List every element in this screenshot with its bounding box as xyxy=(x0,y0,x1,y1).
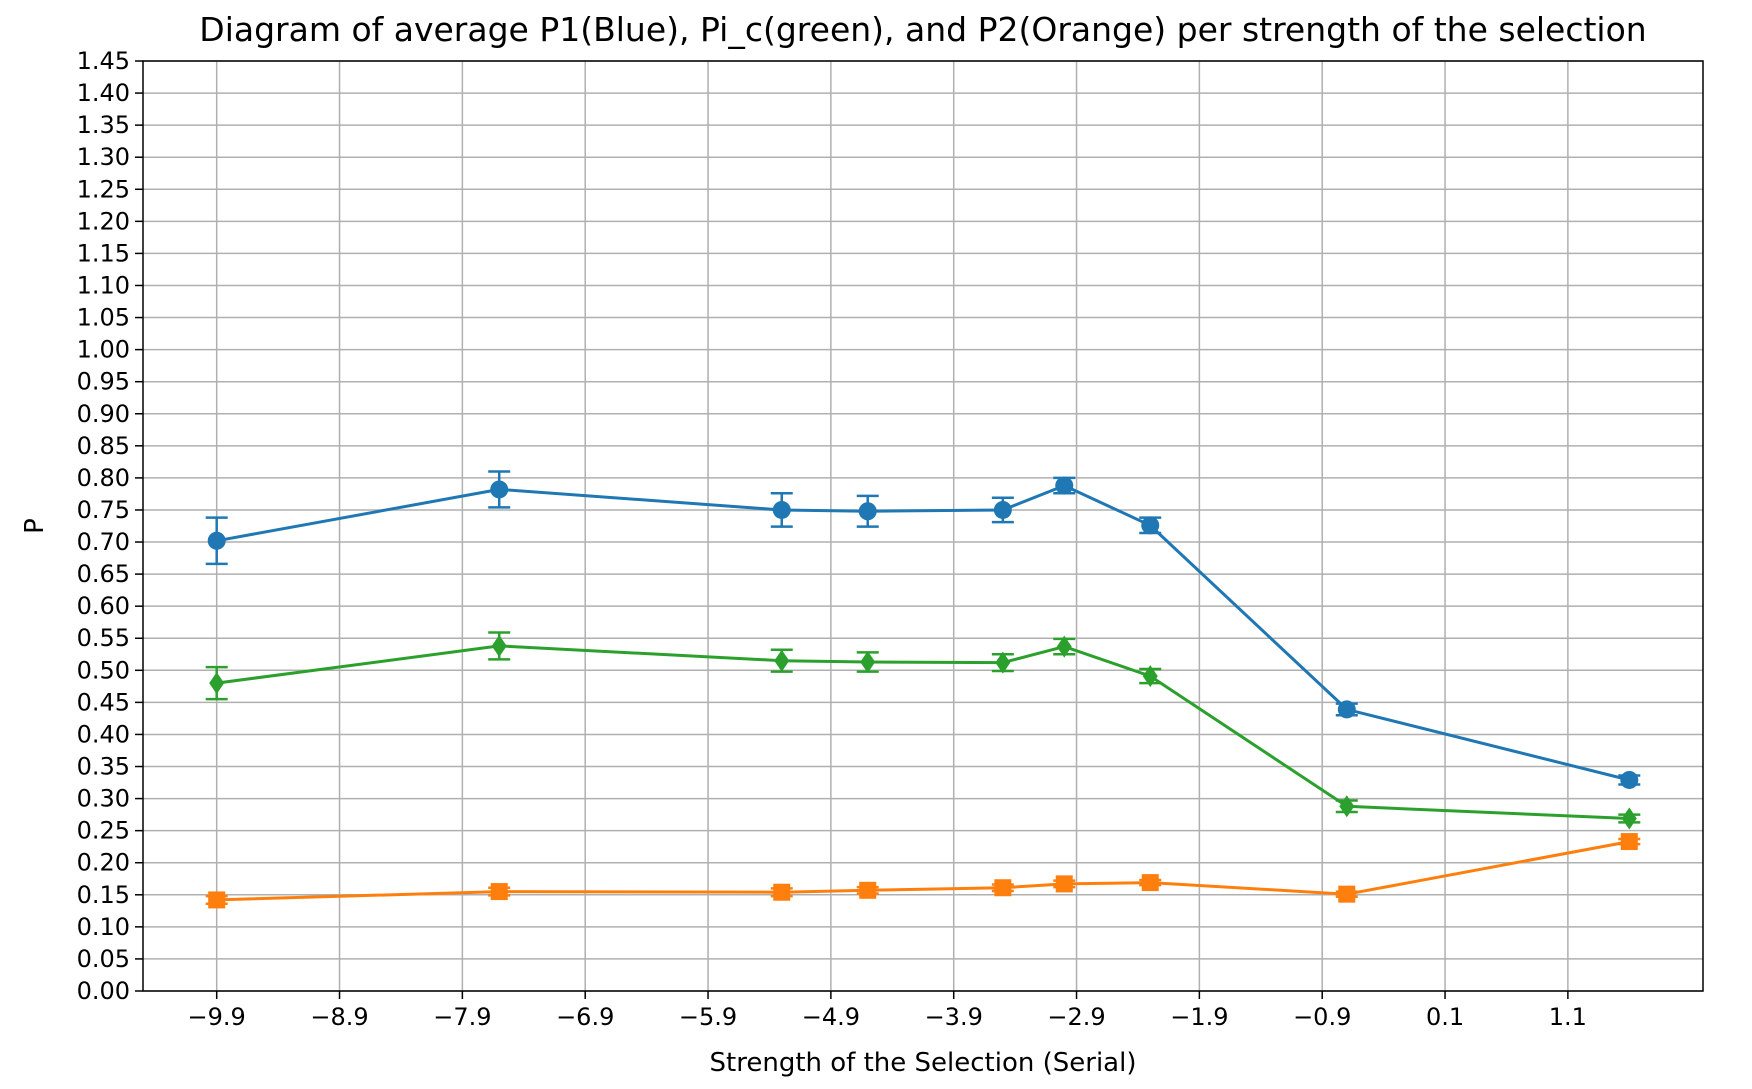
data-point-p2 xyxy=(859,881,877,899)
y-tick-label: 1.25 xyxy=(77,175,130,203)
x-tick-label: −2.9 xyxy=(1047,1003,1105,1031)
data-point-pi_c xyxy=(1621,807,1637,830)
x-tick-label: −3.9 xyxy=(925,1003,983,1031)
y-tick-label: 1.30 xyxy=(77,143,130,171)
y-tick-label: 1.10 xyxy=(77,271,130,299)
data-point-p1 xyxy=(207,531,226,550)
y-tick-label: 1.45 xyxy=(77,47,130,75)
x-tick-label: −7.9 xyxy=(433,1003,491,1031)
data-point-p2 xyxy=(1055,875,1073,893)
y-tick-label: 0.55 xyxy=(77,624,130,652)
data-point-p1 xyxy=(993,500,1012,519)
data-point-p2 xyxy=(1620,833,1638,851)
series-p1 xyxy=(205,470,1641,789)
y-tick-label: 1.40 xyxy=(77,79,130,107)
data-point-pi_c xyxy=(995,651,1011,674)
data-point-p1 xyxy=(490,480,509,499)
y-tick-label: 0.60 xyxy=(77,592,130,620)
data-point-p2 xyxy=(1338,885,1356,903)
y-tick-label: 0.95 xyxy=(77,368,130,396)
x-tick-label: −5.9 xyxy=(679,1003,737,1031)
data-point-pi_c xyxy=(209,672,225,695)
y-axis-label: P xyxy=(20,518,50,534)
series-layer xyxy=(205,470,1641,909)
x-tick-label: 0.1 xyxy=(1426,1003,1464,1031)
y-tick-label: 1.20 xyxy=(77,207,130,235)
series-pi_c xyxy=(205,631,1641,830)
data-point-p2 xyxy=(773,883,791,901)
x-axis-label: Strength of the Selection (Serial) xyxy=(710,1048,1137,1078)
y-tick-label: 0.30 xyxy=(77,785,130,813)
y-tick-label: 0.20 xyxy=(77,849,130,877)
x-tick-label: −1.9 xyxy=(1170,1003,1228,1031)
y-tick-label: 0.50 xyxy=(77,656,130,684)
data-point-p1 xyxy=(1337,700,1356,719)
y-tick-label: 0.05 xyxy=(77,945,130,973)
y-tick-label: 0.65 xyxy=(77,560,130,588)
y-tick-label: 1.15 xyxy=(77,239,130,267)
data-point-p1 xyxy=(858,502,877,521)
data-point-pi_c xyxy=(1056,635,1072,658)
data-point-pi_c xyxy=(774,649,790,672)
y-tick-label: 1.35 xyxy=(77,111,130,139)
x-tick-label: −6.9 xyxy=(556,1003,614,1031)
y-tick-label: 0.90 xyxy=(77,400,130,428)
x-tick-label: −0.9 xyxy=(1293,1003,1351,1031)
y-tick-label: 0.25 xyxy=(77,817,130,845)
chart-title: Diagram of average P1(Blue), Pi_c(green)… xyxy=(199,10,1646,49)
y-tick-label: 0.85 xyxy=(77,432,130,460)
data-point-p1 xyxy=(1055,476,1074,495)
y-tick-label: 0.75 xyxy=(77,496,130,524)
y-tick-label: 0.70 xyxy=(77,528,130,556)
x-tick-label: 1.1 xyxy=(1549,1003,1587,1031)
data-point-p2 xyxy=(994,879,1012,897)
data-point-p2 xyxy=(1141,874,1159,892)
y-tick-label: 0.45 xyxy=(77,688,130,716)
x-tick-label: −9.9 xyxy=(188,1003,246,1031)
ticks: −9.9 −8.9 −7.9 −6.9 −5.9 −4.9 −3.9 −2.9 −1.9 −0.9… xyxy=(77,47,1587,1031)
data-point-pi_c xyxy=(1339,795,1355,818)
y-tick-label: 0.40 xyxy=(77,720,130,748)
data-point-p1 xyxy=(1620,770,1639,789)
data-point-p2 xyxy=(208,891,226,909)
y-tick-label: 1.00 xyxy=(77,336,130,364)
data-point-pi_c xyxy=(860,650,876,673)
y-tick-label: 0.15 xyxy=(77,881,130,909)
data-point-p1 xyxy=(772,500,791,519)
y-tick-label: 0.80 xyxy=(77,464,130,492)
data-point-pi_c xyxy=(1142,665,1158,688)
x-tick-label: −8.9 xyxy=(310,1003,368,1031)
plot-frame xyxy=(142,60,1704,992)
series-p2 xyxy=(205,833,1641,909)
y-tick-label: 1.05 xyxy=(77,304,130,332)
data-point-p1 xyxy=(1141,516,1160,535)
data-point-p2 xyxy=(490,883,508,901)
y-tick-label: 0.10 xyxy=(77,913,130,941)
y-tick-label: 0.35 xyxy=(77,753,130,781)
data-point-pi_c xyxy=(491,634,507,657)
y-tick-label: 0.00 xyxy=(77,977,130,1005)
x-tick-label: −4.9 xyxy=(802,1003,860,1031)
